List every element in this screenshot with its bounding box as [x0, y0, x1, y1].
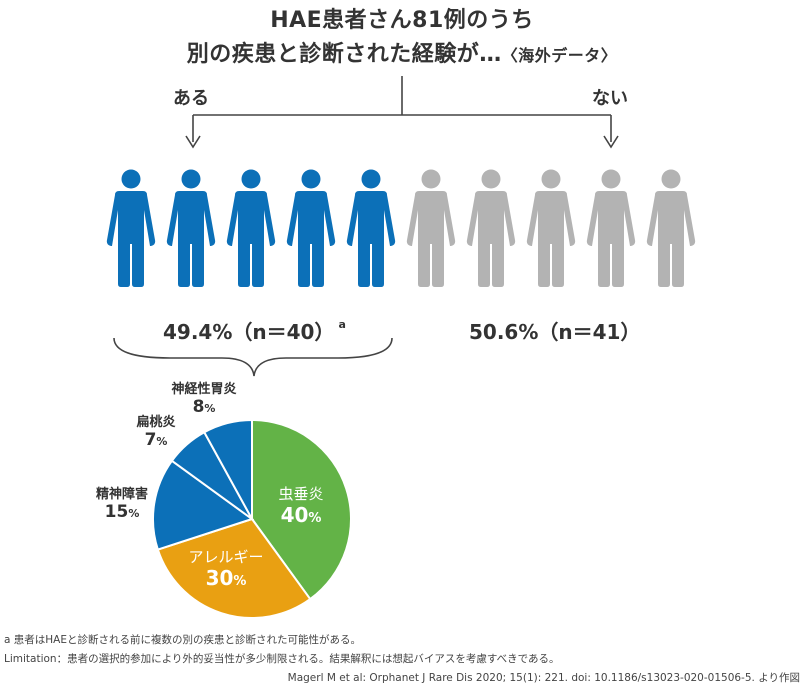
slice-label-tonsillitis: 扁桃炎 7%: [128, 415, 184, 450]
group-yes-label: 49.4%（n＝40） a: [163, 316, 346, 345]
slice-value: 8%: [192, 396, 216, 417]
arrow-left-icon: [185, 135, 201, 149]
footnote-a: a 患者はHAEと診断される前に複数の別の疾患と診断された可能性がある。: [4, 634, 361, 646]
pie-slice-psychiatric: [152, 459, 255, 551]
slice-label-nervous-gastritis: 神経性胃炎 8%: [162, 382, 246, 417]
group-no-label: 50.6%（n＝41）: [469, 320, 641, 344]
slice-value: 30%: [205, 566, 247, 590]
branch-label-yes: ある: [173, 88, 209, 109]
slice-name: アレルギー: [188, 548, 264, 566]
arrow-right-icon: [603, 135, 619, 149]
person-icon-no: [526, 169, 576, 287]
person-icon-no: [406, 169, 456, 287]
group-yes-percent: 49.4%（n＝40）: [163, 320, 335, 344]
pie-slice-allergy: [156, 517, 312, 619]
citation: Magerl M et al: Orphanet J Rare Dis 2020…: [287, 672, 800, 684]
footnote-mark: a: [338, 318, 346, 331]
branch-connector: [185, 76, 619, 149]
chart-title-suffix: 〈海外データ〉: [501, 46, 618, 65]
branch-label-no: ない: [592, 88, 628, 109]
slice-name: 虫垂炎: [278, 485, 324, 503]
chart-title-line2: 別の疾患と診断された経験が…〈海外データ〉: [0, 36, 804, 68]
slice-value: 7%: [144, 429, 168, 450]
slice-label-appendicitis: 虫垂炎 40%: [268, 485, 334, 527]
slice-label-allergy: アレルギー 30%: [178, 548, 274, 590]
slice-name: 神経性胃炎: [171, 382, 237, 397]
pie-slice-appendicitis: [251, 418, 352, 601]
person-icon-yes: [166, 169, 216, 287]
person-icon-yes: [226, 169, 276, 287]
slice-label-psychiatric: 精神障害 15%: [86, 487, 158, 522]
slice-value: 15%: [104, 501, 140, 522]
person-icon-no: [586, 169, 636, 287]
pie-chart: [152, 418, 352, 619]
person-icon-yes: [106, 169, 156, 287]
person-icon-no: [646, 169, 696, 287]
chart-title-main: 別の疾患と診断された経験が…: [186, 42, 502, 67]
person-icon-yes: [346, 169, 396, 287]
group-brace: [113, 337, 393, 377]
slice-value: 40%: [280, 503, 322, 527]
footnote-limitation: Limitation：患者の選択的参加により外的妥当性が多少制限される。結果解釈…: [4, 653, 560, 665]
slice-name: 精神障害: [95, 487, 148, 502]
person-icon-yes: [286, 169, 336, 287]
slice-name: 扁桃炎: [136, 415, 176, 430]
pie-slice-nervous-gastritis: [202, 418, 253, 520]
person-icon-no: [466, 169, 516, 287]
chart-title-line1: HAE患者さん81例のうち: [270, 8, 534, 33]
